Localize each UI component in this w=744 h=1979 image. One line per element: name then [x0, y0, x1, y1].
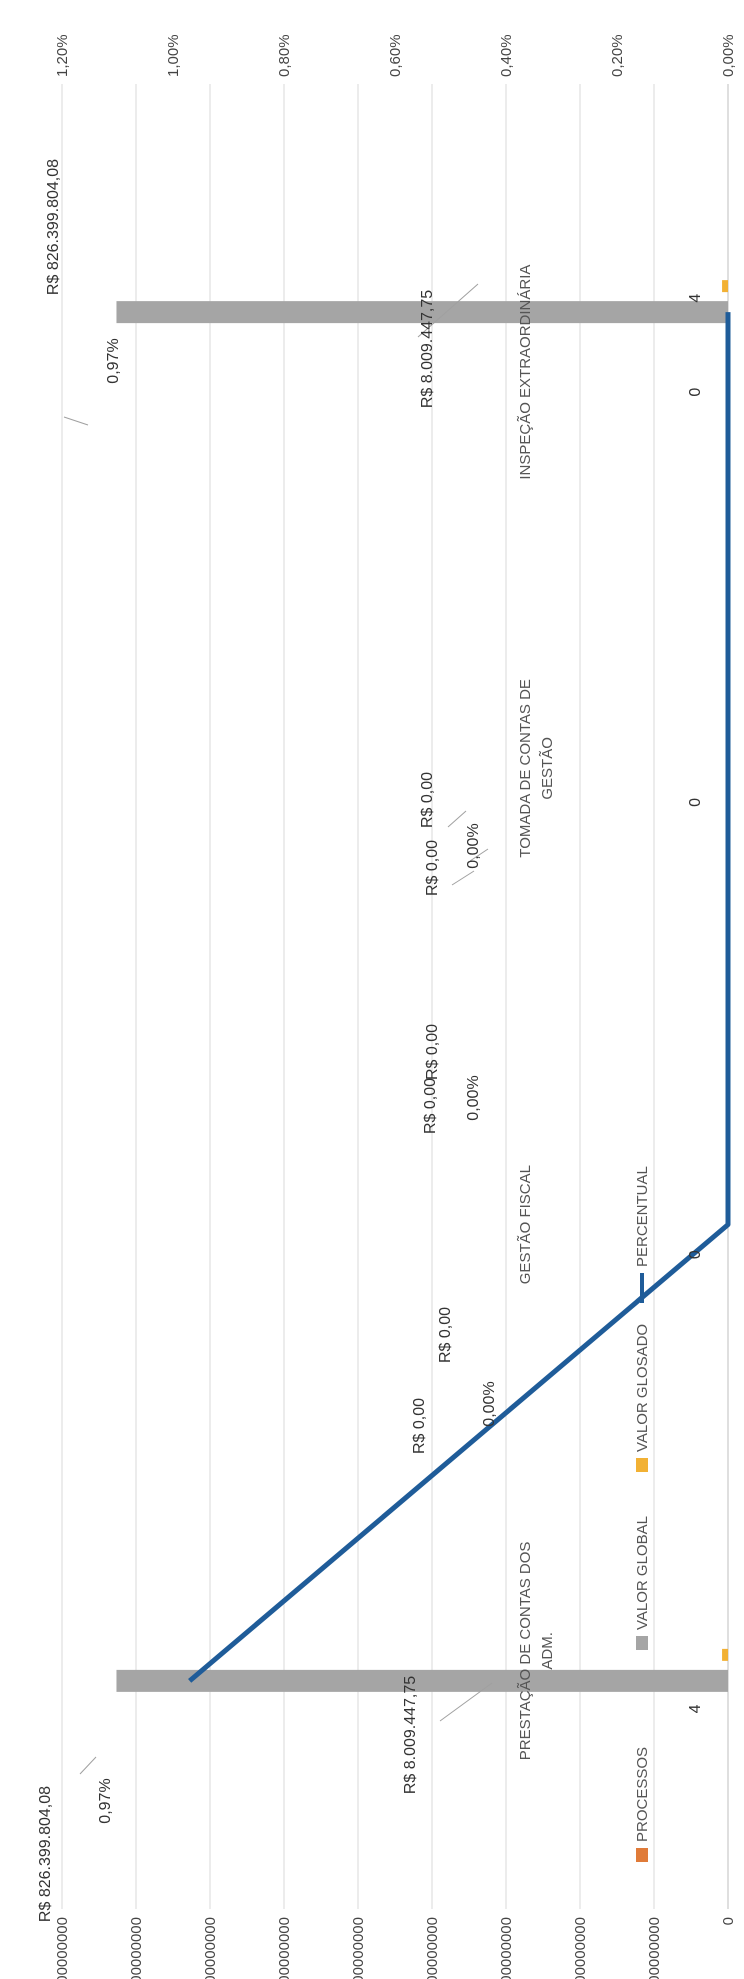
percentual-label: 0,00% — [481, 1381, 498, 1426]
leader-line — [417, 283, 479, 338]
chart-rotated-group: 4 0 0 0 4 R$ 826.399.804,08 0,97% R$ 8.009.447,… — [37, 34, 737, 1979]
secondary-tick-label: 0,40% — [498, 34, 515, 77]
valor-glosado-label: R$ 8.009.447,75 — [419, 290, 436, 408]
processos-label: 4 — [687, 1704, 704, 1713]
primary-tick-label: 300000000 — [498, 1917, 515, 1979]
processos-label: 0 — [687, 1250, 704, 1259]
bar-valor-glosado — [722, 1648, 728, 1661]
category-labels: PRESTAÇÃO DE CONTAS DOS ADM. GESTÃO FISCAL… — [517, 265, 556, 1761]
data-labels: 4 0 0 0 4 R$ 826.399.804,08 0,97% R$ 8.009.447,… — [37, 159, 704, 1922]
secondary-tick-label: 0,20% — [609, 34, 626, 77]
valor-glosado-label: R$ 0,00 — [419, 772, 436, 828]
legend-label: VALOR GLOBAL — [634, 1516, 651, 1630]
secondary-tick-label: 1,20% — [54, 34, 71, 77]
leader-line — [447, 810, 467, 828]
leader-line — [469, 848, 489, 862]
category-label: INSPEÇÃO EXTRAORDINÁRIA — [517, 265, 534, 480]
secondary-tick-label: 1,00% — [165, 34, 182, 77]
percent-line — [188, 312, 731, 1683]
percentual-label: 0,00% — [465, 1075, 482, 1120]
valor-glosado-label: R$ 0,00 — [424, 1024, 441, 1080]
secondary-tick-label: 0,60% — [387, 34, 404, 77]
legend-label: PERCENTUAL — [634, 1166, 651, 1267]
processos-label: 4 — [687, 294, 704, 303]
processos-label: 0 — [687, 388, 704, 397]
valor-global-label: R$ 0,00 — [437, 1307, 454, 1363]
bar-valor-glosado — [722, 280, 728, 293]
valor-glosado-label: R$ 8.009.447,75 — [402, 1676, 419, 1794]
valor-glosado-label: R$ 0,00 — [411, 1398, 428, 1454]
primary-tick-label: 700000000 — [202, 1917, 219, 1979]
primary-tick-label: 100000000 — [646, 1917, 663, 1979]
primary-tick-label: 0 — [720, 1917, 737, 1925]
leader-line — [439, 1682, 493, 1722]
primary-tick-label: 200000000 — [572, 1917, 589, 1979]
bars — [116, 280, 729, 1713]
gridlines — [61, 84, 729, 1909]
primary-tick-label: 800000000 — [128, 1917, 145, 1979]
leader-line — [63, 416, 89, 426]
legend-swatch-valor-glosado — [636, 1458, 648, 1472]
primary-tick-label: 600000000 — [276, 1917, 293, 1979]
legend-label: PROCESSOS — [634, 1747, 651, 1842]
bar-valor-global — [116, 1669, 728, 1692]
primary-tick-label: 400000000 — [424, 1917, 441, 1979]
legend: PROCESSOS VALOR GLOBAL VALOR GLOSADO PERCEN… — [634, 1166, 651, 1862]
category-label: PRESTAÇÃO DE CONTAS DOS — [517, 1542, 534, 1761]
leader-line — [79, 1756, 97, 1775]
valor-global-label: R$ 826.399.804,08 — [45, 159, 62, 295]
primary-tick-label: 900000000 — [54, 1917, 71, 1979]
secondary-tick-label: 0,80% — [276, 34, 293, 77]
secondary-tick-label: 0,00% — [720, 34, 737, 77]
legend-swatch-valor-global — [636, 1636, 648, 1650]
category-label: ADM. — [539, 1632, 556, 1670]
category-label: TOMADA DE CONTAS DE — [517, 679, 534, 858]
primary-tick-label: 500000000 — [350, 1917, 367, 1979]
percentual-label: 0,97% — [97, 1778, 114, 1823]
leader-line — [451, 870, 475, 886]
category-label: GESTÃO FISCAL — [517, 1165, 534, 1284]
leader-lines — [63, 283, 493, 1775]
valor-global-label: R$ 826.399.804,08 — [37, 1786, 54, 1922]
bar-valor-global — [116, 301, 728, 324]
axis-ticks: 0 100000000 200000000 300000000 400000000 500… — [54, 34, 737, 1979]
valor-global-label: R$ 0,00 — [422, 1078, 439, 1134]
legend-label: VALOR GLOSADO — [634, 1324, 651, 1452]
percentual-label: 0,97% — [105, 338, 122, 383]
legend-swatch-processos — [636, 1848, 648, 1862]
percentual-label: 0,00% — [465, 823, 482, 868]
category-label: GESTÃO — [539, 737, 556, 800]
processos-label: 0 — [687, 798, 704, 807]
percent-series-line — [188, 312, 731, 1683]
valor-global-label: R$ 0,00 — [424, 840, 441, 896]
